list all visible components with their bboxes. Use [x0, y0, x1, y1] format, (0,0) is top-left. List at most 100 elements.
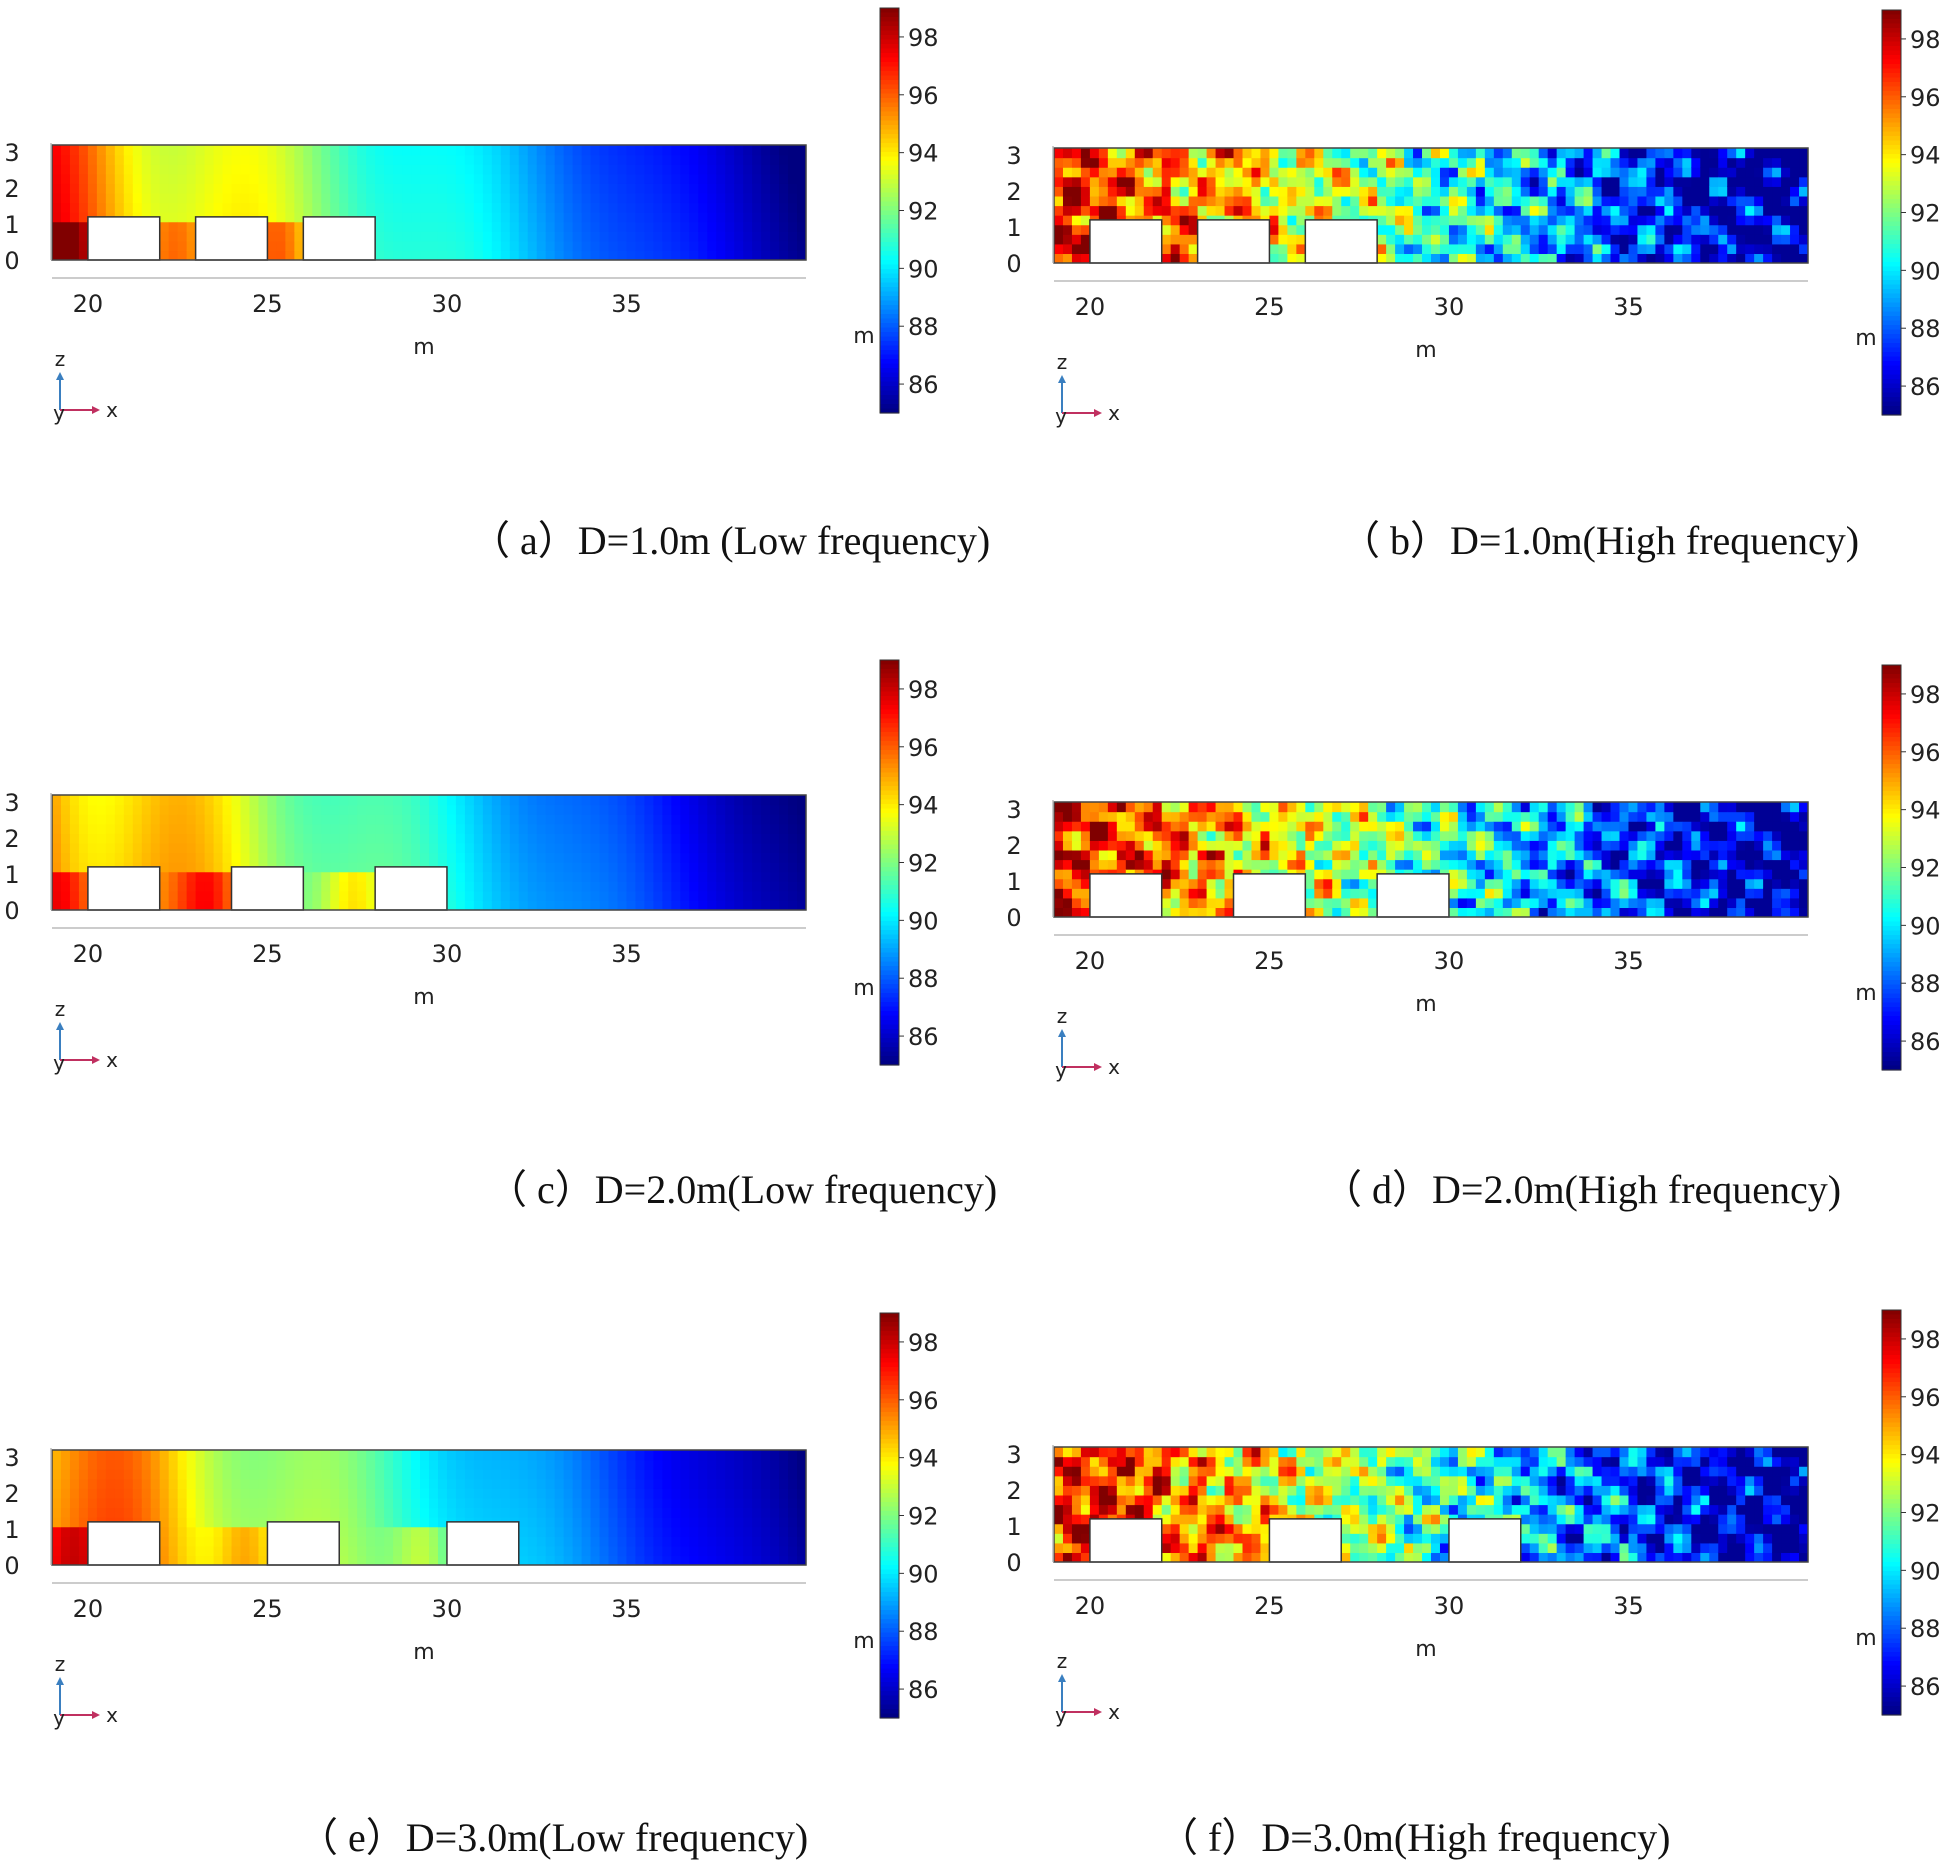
heatmap-cell: [1260, 850, 1270, 860]
heatmap-cell: [770, 193, 780, 203]
heatmap-cell: [339, 881, 349, 891]
heatmap-cell: [689, 824, 699, 834]
heatmap-cell: [609, 872, 619, 882]
heatmap-cell: [411, 174, 421, 184]
heatmap-cell: [276, 193, 286, 203]
heatmap-cell: [1144, 831, 1154, 841]
heatmap-cell: [635, 193, 645, 203]
heatmap-cell: [1593, 158, 1603, 168]
heatmap-cell: [124, 203, 134, 213]
heatmap-cell: [1243, 177, 1253, 187]
heatmap-cell: [1395, 196, 1405, 206]
heatmap-cell: [1772, 215, 1782, 225]
heatmap-cell: [528, 145, 538, 155]
heatmap-cell: [1458, 244, 1468, 254]
heatmap-cell: [1350, 831, 1360, 841]
heatmap-cell: [564, 853, 574, 863]
heatmap-cell: [546, 203, 556, 213]
heatmap-cell: [1296, 840, 1306, 850]
heatmap-cell: [788, 814, 798, 824]
heatmap-cell: [1682, 840, 1692, 850]
heatmap-cell: [411, 814, 421, 824]
heatmap-cell: [1332, 907, 1342, 917]
heatmap-cell: [1225, 206, 1235, 216]
barrier-1: [1090, 874, 1162, 917]
heatmap-cell: [1611, 167, 1621, 177]
heatmap-cell: [618, 183, 628, 193]
heatmap-cell: [1359, 860, 1369, 870]
heatmap-cell: [483, 795, 493, 805]
heatmap-cell: [330, 1469, 340, 1479]
heatmap-cell: [1781, 196, 1791, 206]
heatmap-cell: [106, 805, 116, 815]
heatmap-cell: [402, 1546, 412, 1556]
colorbar-segment: [1882, 204, 1901, 209]
heatmap-cell: [1620, 802, 1630, 812]
heatmap-cell: [276, 1469, 286, 1479]
heatmap-cell: [1557, 158, 1567, 168]
heatmap-cell: [1530, 225, 1540, 235]
heatmap-cell: [411, 164, 421, 174]
heatmap-cell: [1602, 206, 1612, 216]
heatmap-cell: [1664, 831, 1674, 841]
colorbar-segment: [1882, 886, 1901, 891]
heatmap-cell: [1700, 898, 1710, 908]
heatmap-cell: [1709, 812, 1719, 822]
heatmap-cell: [115, 795, 125, 805]
heatmap-cell: [1180, 869, 1190, 879]
heatmap-cell: [151, 164, 161, 174]
heatmap-cell: [1772, 888, 1782, 898]
heatmap-cell: [716, 814, 726, 824]
heatmap-cell: [232, 145, 242, 155]
heatmap-cell: [1637, 831, 1647, 841]
heatmap-cell: [1781, 821, 1791, 831]
heatmap-cell: [1054, 879, 1064, 889]
heatmap-cell: [528, 853, 538, 863]
heatmap-cell: [285, 1479, 295, 1489]
heatmap-cell: [725, 881, 735, 891]
heatmap-cell: [1655, 850, 1665, 860]
heatmap-cell: [214, 174, 224, 184]
heatmap-cell: [707, 203, 717, 213]
heatmap-cell: [1709, 177, 1719, 187]
heatmap-cell: [1305, 888, 1315, 898]
heatmap-cell: [770, 231, 780, 241]
heatmap-cell: [1198, 831, 1208, 841]
colorbar-segment: [880, 782, 899, 787]
heatmap-cell: [1458, 879, 1468, 889]
heatmap-cell: [1189, 167, 1199, 177]
heatmap-cell: [609, 183, 619, 193]
heatmap-cell: [1467, 831, 1477, 841]
heatmap-cell: [1440, 831, 1450, 841]
heatmap-cell: [1602, 234, 1612, 244]
heatmap-cell: [79, 231, 89, 241]
heatmap-cell: [1763, 821, 1773, 831]
heatmap-cell: [1736, 177, 1746, 187]
heatmap-cell: [223, 164, 233, 174]
heatmap-cell: [375, 1546, 385, 1556]
heatmap-cell: [223, 843, 233, 853]
heatmap-cell: [1467, 186, 1477, 196]
heatmap-cell: [1395, 148, 1405, 158]
heatmap-cell: [492, 203, 502, 213]
heatmap-cell: [618, 241, 628, 251]
heatmap-cell: [330, 881, 340, 891]
heatmap-cell: [393, 1536, 403, 1546]
heatmap-cell: [402, 1508, 412, 1518]
heatmap-cell: [1171, 802, 1181, 812]
colorbar-segment: [1882, 37, 1901, 42]
heatmap-cell: [205, 1488, 215, 1498]
colorbar-segment: [880, 341, 899, 346]
heatmap-cell: [707, 164, 717, 174]
heatmap-cell: [1673, 167, 1683, 177]
heatmap-cell: [1691, 206, 1701, 216]
heatmap-cell: [1072, 186, 1082, 196]
heatmap-cell: [501, 900, 511, 910]
colorbar-segment: [1882, 823, 1901, 828]
heatmap-cell: [375, 814, 385, 824]
heatmap-cell: [1628, 812, 1638, 822]
heatmap-cell: [1557, 215, 1567, 225]
heatmap-cell: [339, 1469, 349, 1479]
heatmap-cell: [214, 1479, 224, 1489]
heatmap-cell: [178, 193, 188, 203]
